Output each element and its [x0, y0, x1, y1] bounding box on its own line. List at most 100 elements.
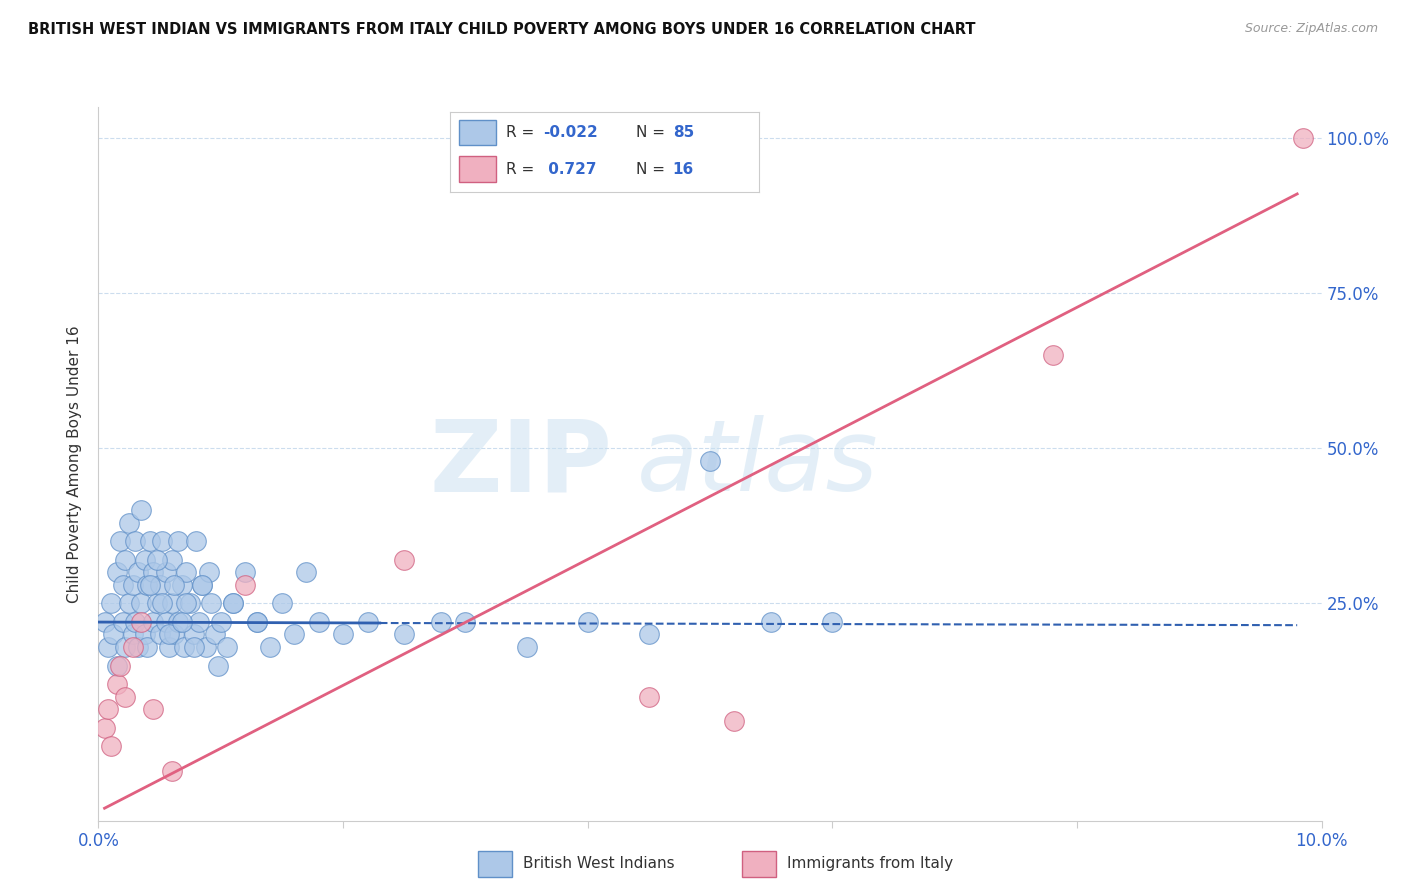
- Text: R =: R =: [506, 161, 538, 177]
- Point: [170, 615, 193, 629]
- Point: [430, 615, 453, 629]
- Point: [105, 566, 128, 580]
- Point: [392, 553, 416, 567]
- Point: [97, 702, 120, 716]
- Point: [100, 739, 122, 754]
- Point: [308, 615, 330, 629]
- Point: [821, 615, 844, 629]
- Point: [105, 677, 128, 691]
- Bar: [460, 120, 496, 145]
- Point: [638, 690, 661, 704]
- Point: [222, 597, 245, 611]
- Point: [136, 578, 159, 592]
- Point: [157, 627, 180, 641]
- Point: [134, 553, 156, 567]
- Point: [332, 627, 354, 641]
- Point: [761, 615, 783, 629]
- Point: [167, 534, 190, 549]
- Point: [576, 615, 599, 629]
- Point: [270, 597, 294, 611]
- Point: [183, 627, 205, 641]
- Text: Immigrants from Italy: Immigrants from Italy: [787, 855, 953, 871]
- Point: [139, 578, 162, 592]
- Point: [295, 566, 318, 580]
- Point: [200, 597, 222, 611]
- Point: [121, 640, 143, 654]
- Point: [121, 627, 143, 641]
- Text: N =: N =: [636, 161, 669, 177]
- Point: [699, 454, 721, 468]
- Point: [197, 566, 219, 580]
- Point: [134, 627, 156, 641]
- Point: [111, 615, 134, 629]
- Point: [101, 627, 124, 641]
- Text: British West Indians: British West Indians: [523, 855, 675, 871]
- Text: atlas: atlas: [637, 416, 879, 512]
- Point: [155, 615, 177, 629]
- Point: [157, 640, 180, 654]
- Point: [160, 597, 183, 611]
- Point: [454, 615, 477, 629]
- Point: [638, 627, 661, 641]
- Point: [207, 658, 229, 673]
- Text: -0.022: -0.022: [543, 125, 598, 140]
- Point: [259, 640, 281, 654]
- Bar: [478, 851, 512, 877]
- Point: [167, 615, 190, 629]
- Point: [516, 640, 538, 654]
- Point: [136, 640, 159, 654]
- Text: N =: N =: [636, 125, 669, 140]
- Point: [163, 627, 186, 641]
- Text: 85: 85: [672, 125, 695, 140]
- Point: [215, 640, 238, 654]
- Text: BRITISH WEST INDIAN VS IMMIGRANTS FROM ITALY CHILD POVERTY AMONG BOYS UNDER 16 C: BRITISH WEST INDIAN VS IMMIGRANTS FROM I…: [28, 22, 976, 37]
- Point: [723, 714, 745, 729]
- Point: [283, 627, 305, 641]
- Point: [97, 640, 120, 654]
- Point: [118, 597, 141, 611]
- Point: [114, 640, 136, 654]
- Point: [149, 578, 172, 592]
- Point: [129, 503, 152, 517]
- Point: [176, 566, 198, 580]
- Point: [155, 566, 177, 580]
- Point: [127, 640, 149, 654]
- Point: [246, 615, 269, 629]
- Point: [142, 702, 165, 716]
- Point: [160, 553, 183, 567]
- Point: [222, 597, 245, 611]
- Point: [186, 534, 208, 549]
- Text: Source: ZipAtlas.com: Source: ZipAtlas.com: [1244, 22, 1378, 36]
- Point: [233, 566, 256, 580]
- Point: [150, 597, 173, 611]
- Text: ZIP: ZIP: [429, 416, 612, 512]
- Point: [124, 615, 146, 629]
- Point: [121, 578, 143, 592]
- Point: [142, 615, 165, 629]
- Point: [173, 640, 195, 654]
- Point: [160, 764, 183, 778]
- Point: [204, 627, 226, 641]
- Point: [195, 640, 218, 654]
- Point: [187, 615, 209, 629]
- Point: [233, 578, 256, 592]
- Point: [246, 615, 269, 629]
- Point: [129, 615, 152, 629]
- Text: R =: R =: [506, 125, 538, 140]
- Point: [356, 615, 378, 629]
- Text: 16: 16: [672, 161, 695, 177]
- Bar: [460, 156, 496, 182]
- Point: [100, 597, 122, 611]
- Point: [183, 640, 205, 654]
- Point: [114, 690, 136, 704]
- Point: [146, 553, 169, 567]
- Y-axis label: Child Poverty Among Boys Under 16: Child Poverty Among Boys Under 16: [67, 325, 83, 603]
- Point: [209, 615, 232, 629]
- Point: [170, 578, 193, 592]
- Bar: [742, 851, 776, 877]
- Point: [114, 553, 136, 567]
- Point: [149, 627, 172, 641]
- Point: [146, 597, 169, 611]
- Point: [142, 566, 165, 580]
- Text: 0.727: 0.727: [543, 161, 596, 177]
